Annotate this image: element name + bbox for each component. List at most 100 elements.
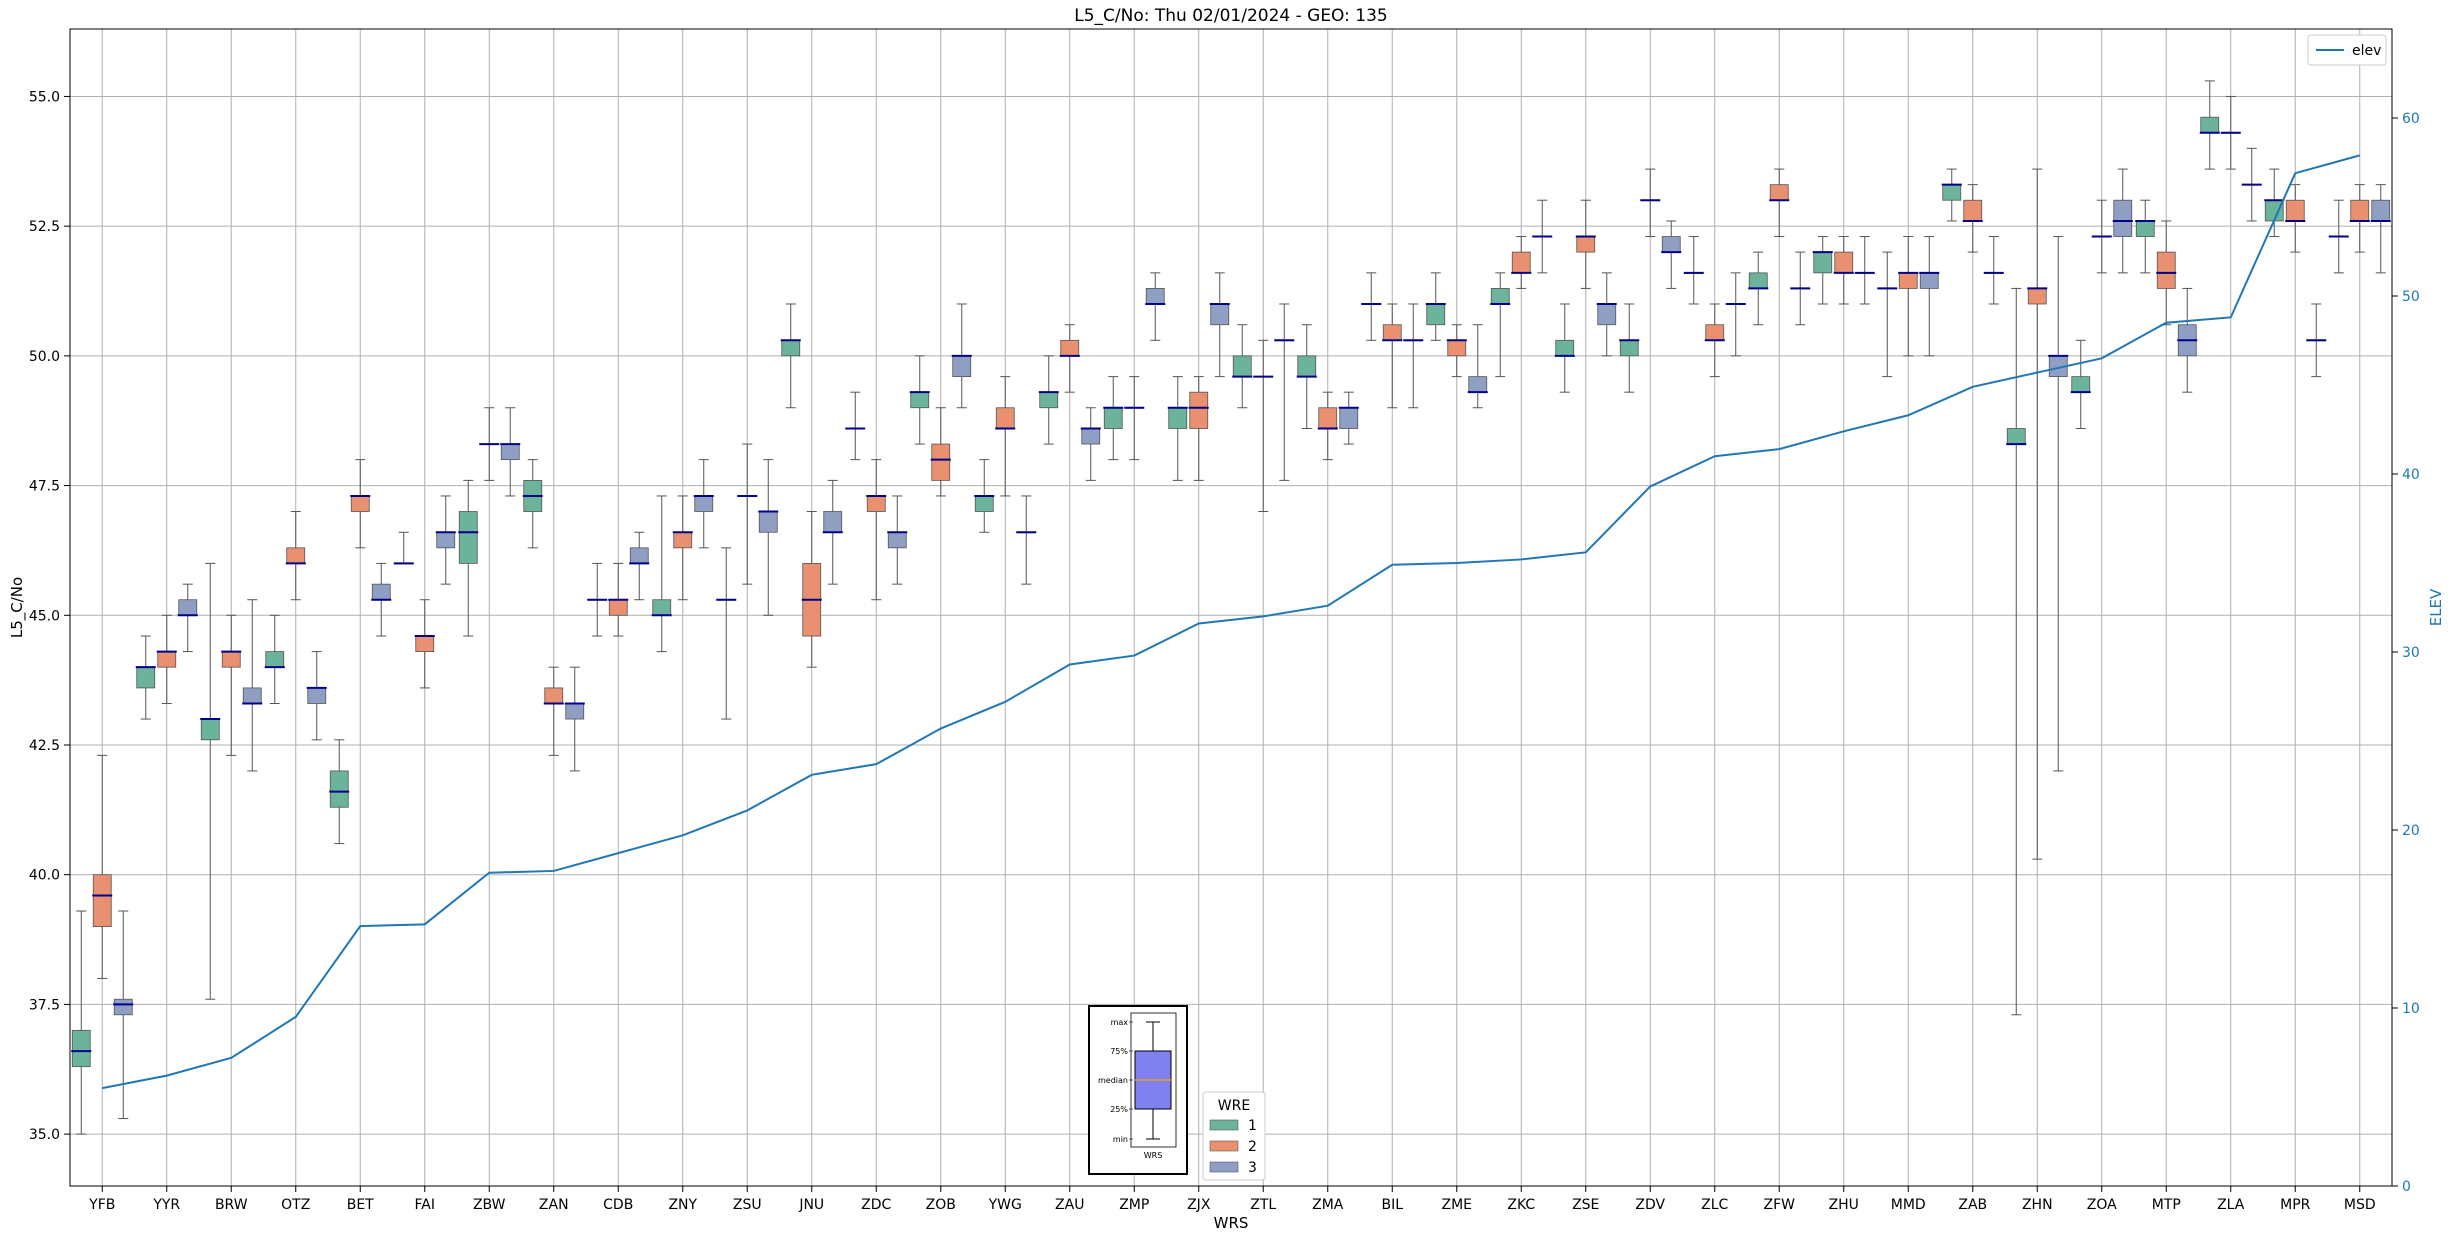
box-body	[1297, 355, 1317, 378]
x-tick-label: ZBW	[473, 1197, 506, 1213]
y2-tick-label: 10	[2402, 1001, 2420, 1017]
x-tick-label: JNU	[798, 1197, 824, 1213]
box-ZFW-wre-3	[1790, 251, 1811, 326]
box-ZME-wre-3	[1467, 324, 1488, 409]
box-body	[92, 874, 112, 927]
box-BIL-wre-2	[1382, 303, 1403, 409]
box-body	[2135, 220, 2155, 237]
y-tick-label: 55.0	[29, 89, 60, 105]
box-ZBW-wre-1	[458, 479, 479, 637]
x-tick-label: ZLC	[1701, 1197, 1728, 1213]
box-body	[2200, 116, 2220, 134]
legend-swatch-wre-1	[1209, 1119, 1239, 1131]
x-tick-label: ZAB	[1958, 1197, 1987, 1213]
y-tick-label: 42.5	[29, 738, 60, 754]
box-body	[307, 687, 327, 704]
box-ZHN-wre-1	[2006, 287, 2027, 1016]
box-FAI-wre-3	[435, 495, 456, 585]
box-body	[1490, 288, 1510, 305]
legend-label-wre-1: 1	[1248, 1118, 1257, 1134]
box-ZBW-wre-2	[479, 407, 500, 481]
box-ZOA-wre-3	[2112, 168, 2133, 274]
box-body	[436, 531, 456, 549]
box-body	[2285, 199, 2305, 222]
box-YWG-wre-1	[974, 459, 995, 533]
box-YYR-wre-3	[177, 583, 198, 653]
box-body	[2156, 251, 2176, 289]
box-MSD-wre-1	[2328, 199, 2349, 274]
box-body	[415, 635, 435, 653]
elev-line-series	[102, 154, 2361, 1090]
box-body	[1382, 324, 1402, 341]
y-tick-label: 35.0	[29, 1127, 60, 1143]
x-tick-label: BIL	[1381, 1197, 1403, 1213]
box-OTZ-wre-1	[264, 614, 285, 704]
x-tick-label: ZKC	[1507, 1197, 1535, 1213]
box-ZME-wre-1	[1425, 272, 1446, 341]
box-ZHU-wre-3	[1854, 236, 1875, 305]
box-ZLA-wre-2	[2220, 95, 2241, 170]
reference-label: median	[1098, 1076, 1128, 1085]
reference-label: 25%	[1110, 1105, 1128, 1114]
box-ZJX-wre-1	[1167, 376, 1188, 481]
y2-tick-label: 50	[2402, 289, 2420, 305]
x-tick-label: ZOA	[2087, 1197, 2117, 1213]
legend-frame	[2307, 34, 2387, 66]
box-body	[500, 443, 520, 461]
legend-frame	[1202, 1091, 1266, 1181]
box-ZMP-wre-3	[1145, 272, 1166, 341]
x-tick-label: YFB	[88, 1197, 115, 1213]
box-body	[1898, 272, 1918, 289]
box-BRW-wre-1	[200, 562, 221, 1000]
box-ZSU-wre-2	[737, 443, 758, 585]
box-body	[1168, 407, 1188, 429]
box-ZAN-wre-2	[543, 666, 564, 756]
box-CDB-wre-2	[608, 562, 629, 637]
x-tick-label: ZDV	[1635, 1197, 1665, 1213]
box-body	[1081, 428, 1101, 445]
box-body	[910, 391, 930, 409]
box-body	[2071, 376, 2091, 393]
box-ZBW-wre-3	[500, 407, 521, 497]
box-body	[1705, 324, 1725, 341]
x-tick-label: OTZ	[281, 1197, 310, 1213]
x-tick-label: BRW	[215, 1197, 248, 1213]
box-body	[1232, 355, 1252, 378]
box-ZNY-wre-3	[693, 459, 714, 549]
y-axis-right: 0 10 20 30 40 50 60	[2392, 111, 2420, 1195]
box-JNU-wre-3	[822, 479, 843, 585]
x-tick-label: ZAN	[539, 1197, 569, 1213]
box-ZSE-wre-2	[1575, 199, 1596, 289]
box-YFB-wre-1	[71, 910, 92, 1135]
x-tick-label: ZAU	[1055, 1197, 1084, 1213]
reference-x-label: WRS	[1144, 1151, 1163, 1160]
box-body	[1597, 303, 1617, 326]
box-body	[286, 547, 306, 564]
box-ZDC-wre-3	[887, 495, 908, 585]
box-ZMP-wre-1	[1103, 376, 1124, 461]
box-body	[565, 703, 585, 720]
x-tick-label: FAI	[415, 1197, 435, 1213]
box-ZOB-wre-1	[909, 355, 930, 445]
box-FAI-wre-1	[393, 531, 414, 565]
wre-legend: WRE 1 2 3	[1202, 1091, 1266, 1181]
box-body	[608, 599, 628, 616]
box-body	[1619, 339, 1639, 357]
box-body	[371, 583, 391, 601]
box-body	[329, 770, 349, 808]
box-body	[71, 1029, 91, 1068]
box-ZKC-wre-3	[1532, 199, 1553, 274]
x-tick-label: ZME	[1441, 1197, 1472, 1213]
box-JNU-wre-1	[780, 303, 801, 409]
box-ZLA-wre-3	[2241, 147, 2262, 222]
x-tick-label: ZLA	[2217, 1197, 2245, 1213]
box-body	[1210, 303, 1230, 326]
box-YWG-wre-3	[1016, 495, 1037, 585]
box-OTZ-wre-3	[306, 651, 327, 741]
box-ZHU-wre-2	[1833, 236, 1854, 305]
reference-label: min	[1113, 1135, 1128, 1144]
box-ZTL-wre-2	[1253, 339, 1274, 513]
reference-box-legend: max 75% median 25% min WRS	[1088, 1005, 1188, 1175]
reference-label: max	[1111, 1018, 1129, 1027]
